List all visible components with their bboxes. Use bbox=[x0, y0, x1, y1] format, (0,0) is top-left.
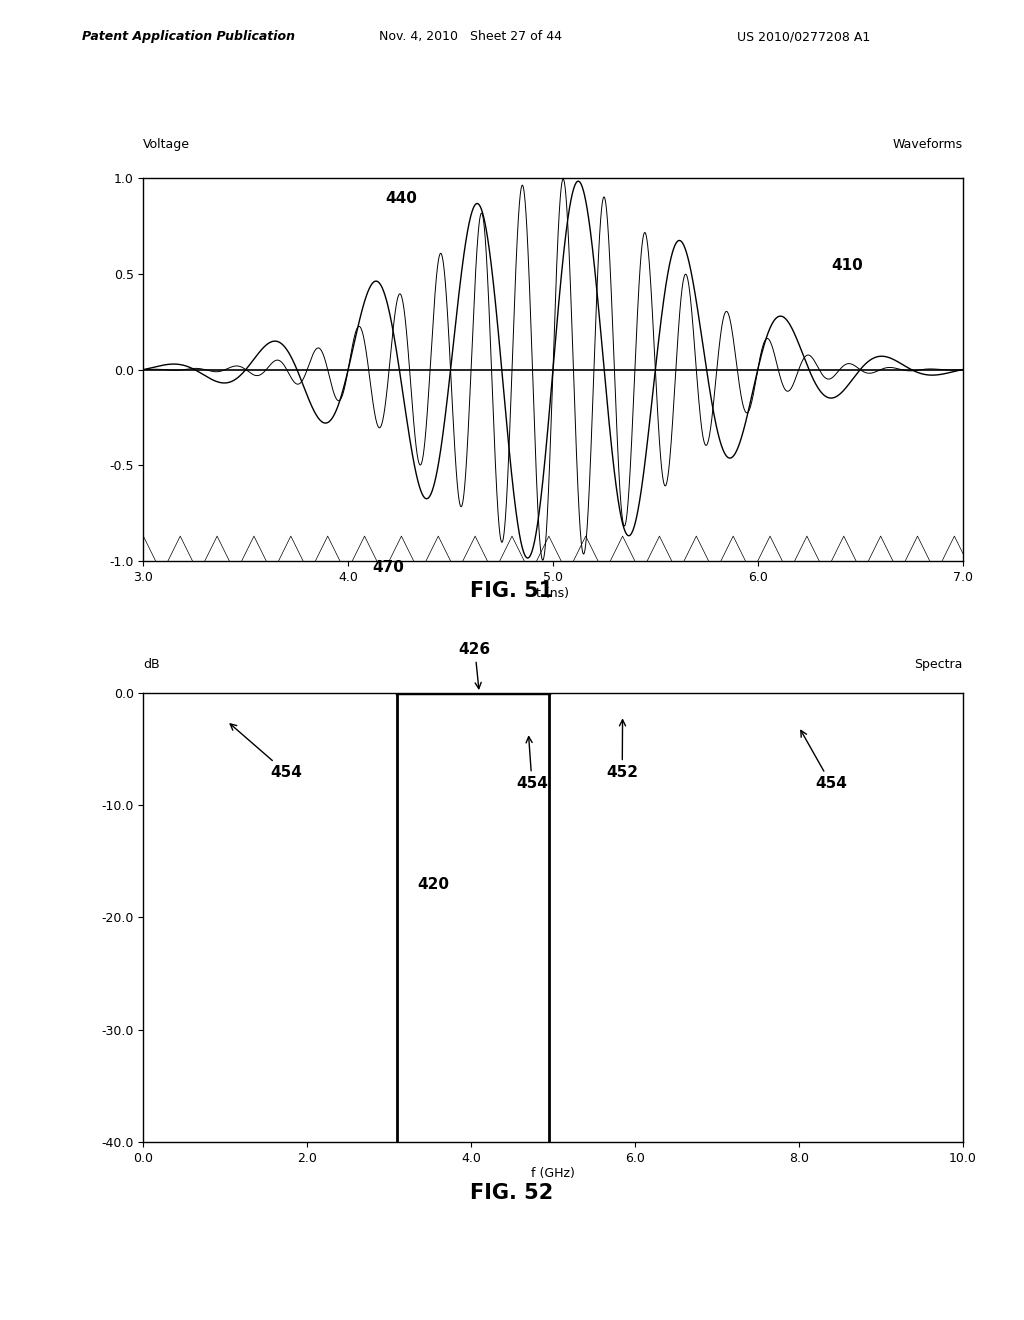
Text: 454: 454 bbox=[230, 723, 302, 780]
Text: Patent Application Publication: Patent Application Publication bbox=[82, 30, 295, 44]
Text: 454: 454 bbox=[801, 730, 847, 792]
Text: Voltage: Voltage bbox=[143, 139, 190, 152]
X-axis label: f (GHz): f (GHz) bbox=[531, 1167, 574, 1180]
Text: 470: 470 bbox=[373, 561, 404, 576]
Text: FIG. 51: FIG. 51 bbox=[470, 581, 554, 601]
X-axis label: t (ns): t (ns) bbox=[537, 586, 569, 599]
Text: 454: 454 bbox=[516, 737, 548, 792]
Text: Nov. 4, 2010   Sheet 27 of 44: Nov. 4, 2010 Sheet 27 of 44 bbox=[379, 30, 562, 44]
Text: Waveforms: Waveforms bbox=[893, 139, 963, 152]
Text: US 2010/0277208 A1: US 2010/0277208 A1 bbox=[737, 30, 870, 44]
Text: dB: dB bbox=[143, 657, 160, 671]
Text: 426: 426 bbox=[459, 642, 490, 689]
Text: 452: 452 bbox=[606, 719, 638, 780]
Text: 410: 410 bbox=[831, 259, 863, 273]
Text: Spectra: Spectra bbox=[914, 657, 963, 671]
Text: 440: 440 bbox=[385, 191, 417, 206]
Text: FIG. 52: FIG. 52 bbox=[470, 1183, 554, 1203]
Text: 420: 420 bbox=[418, 878, 450, 892]
